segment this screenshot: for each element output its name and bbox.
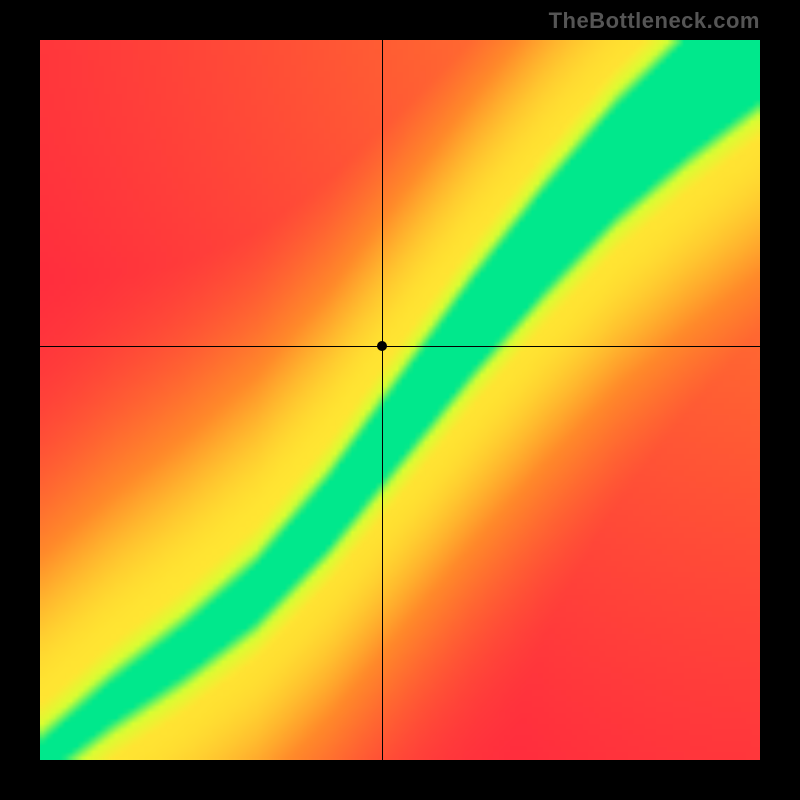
watermark-text: TheBottleneck.com [549,8,760,34]
heatmap-canvas [40,40,760,760]
heatmap-plot [40,40,760,760]
plot-frame [0,0,800,800]
crosshair-vertical [382,40,383,760]
selection-marker [377,341,387,351]
crosshair-horizontal [40,346,760,347]
